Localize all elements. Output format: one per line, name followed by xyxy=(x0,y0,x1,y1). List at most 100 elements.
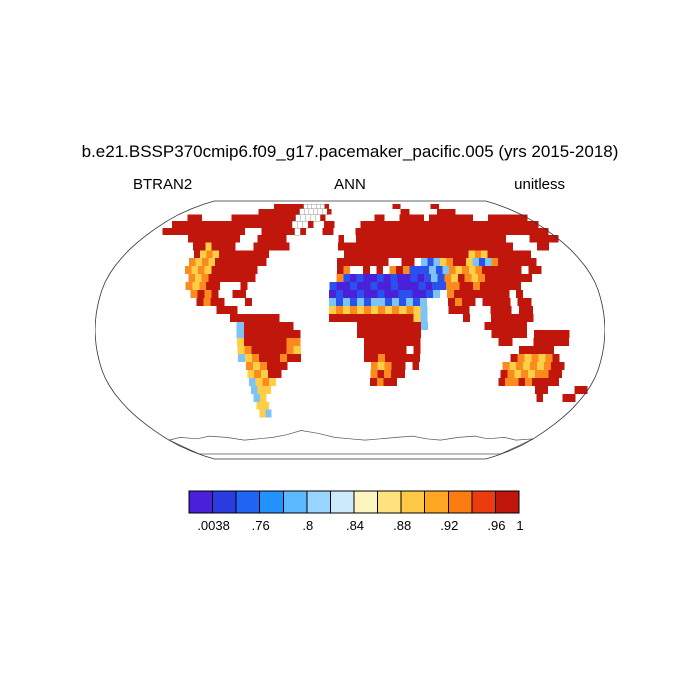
map-cell xyxy=(499,228,505,236)
colorbar-box xyxy=(306,490,331,514)
map-cell xyxy=(336,298,344,307)
map-cell xyxy=(272,228,279,236)
map-cell xyxy=(524,353,532,362)
colorbar-box xyxy=(424,490,449,514)
map-cell xyxy=(257,322,266,330)
map-cell xyxy=(413,337,421,346)
map-cell xyxy=(431,250,438,259)
map-cell xyxy=(328,306,336,315)
map-cell xyxy=(494,235,501,243)
map-cell xyxy=(446,242,453,251)
map-cell xyxy=(246,258,254,267)
map-cell xyxy=(464,242,471,251)
map-cell xyxy=(370,298,378,307)
map-cell xyxy=(293,330,301,338)
map-cell xyxy=(350,242,357,251)
map-cell xyxy=(184,228,190,236)
map-cell xyxy=(171,221,178,229)
map-cell xyxy=(451,274,458,283)
map-cell xyxy=(392,306,400,315)
map-cell xyxy=(373,235,379,243)
map-cell xyxy=(343,250,350,259)
map-cell xyxy=(399,314,407,323)
map-cell xyxy=(269,235,275,243)
map-cell xyxy=(197,214,203,222)
map-cell xyxy=(453,258,460,267)
map-cell xyxy=(384,290,392,299)
map-cell xyxy=(554,337,562,346)
map-cell xyxy=(367,235,374,243)
map-cell xyxy=(329,298,337,307)
map-cell xyxy=(250,322,258,330)
map-cell xyxy=(484,322,492,330)
map-cell xyxy=(420,306,428,315)
map-cell xyxy=(534,266,542,275)
map-cell xyxy=(371,337,379,346)
map-cell xyxy=(338,235,345,243)
map-cell xyxy=(370,353,378,362)
map-cell xyxy=(343,266,350,275)
map-cell xyxy=(236,214,242,222)
map-cell xyxy=(255,221,261,229)
map-cell xyxy=(247,369,255,378)
map-cell xyxy=(476,242,483,251)
map-cell xyxy=(516,361,524,370)
map-cell xyxy=(398,290,406,299)
map-cell xyxy=(244,314,252,323)
map-cell xyxy=(350,282,357,291)
map-cell xyxy=(517,221,523,229)
map-cell xyxy=(286,322,294,330)
map-cell xyxy=(214,258,222,267)
map-cell xyxy=(416,266,423,275)
map-cell xyxy=(350,314,358,323)
map-cell xyxy=(377,298,385,307)
map-cell xyxy=(196,298,204,307)
variable-label: BTRAN2 xyxy=(133,176,193,193)
map-cell xyxy=(454,221,460,229)
map-cell xyxy=(468,250,475,259)
map-cell xyxy=(232,290,240,299)
map-cell xyxy=(276,221,282,229)
map-cell xyxy=(512,322,520,330)
map-cell xyxy=(437,274,445,283)
map-cell xyxy=(324,204,329,209)
map-cell xyxy=(253,258,260,267)
map-cell xyxy=(481,250,488,259)
map-cell xyxy=(508,266,516,275)
map-cell xyxy=(524,250,532,259)
map-cell xyxy=(470,242,477,251)
map-cell xyxy=(399,250,407,259)
map-cell xyxy=(446,258,454,267)
map-cell xyxy=(488,214,493,222)
map-cell xyxy=(517,298,525,307)
map-cell xyxy=(371,345,379,354)
colorbar-tick-label: .8 xyxy=(302,518,314,533)
map-cell xyxy=(343,274,350,283)
map-cell xyxy=(406,306,414,315)
map-cell xyxy=(500,369,508,378)
map-cell xyxy=(459,258,466,267)
map-cell xyxy=(257,330,266,338)
map-cell xyxy=(244,345,252,354)
map-cell xyxy=(453,290,461,299)
map-cell xyxy=(238,353,246,362)
map-cell xyxy=(398,353,406,362)
map-cell xyxy=(410,228,417,236)
map-cell xyxy=(302,220,309,229)
map-cell xyxy=(272,322,280,330)
map-cell xyxy=(481,290,489,299)
map-cell xyxy=(399,214,405,222)
map-cell xyxy=(497,306,505,315)
map-cell xyxy=(384,353,392,362)
map-cell xyxy=(272,330,280,338)
map-cell xyxy=(343,258,350,267)
map-cell xyxy=(491,274,499,283)
map-cell xyxy=(542,242,550,251)
map-cell xyxy=(378,345,386,354)
map-cell xyxy=(274,369,282,378)
map-cell xyxy=(272,345,280,354)
map-cell xyxy=(195,228,201,236)
map-cell xyxy=(510,353,518,362)
map-cell xyxy=(173,228,179,236)
map-cell xyxy=(229,314,238,323)
